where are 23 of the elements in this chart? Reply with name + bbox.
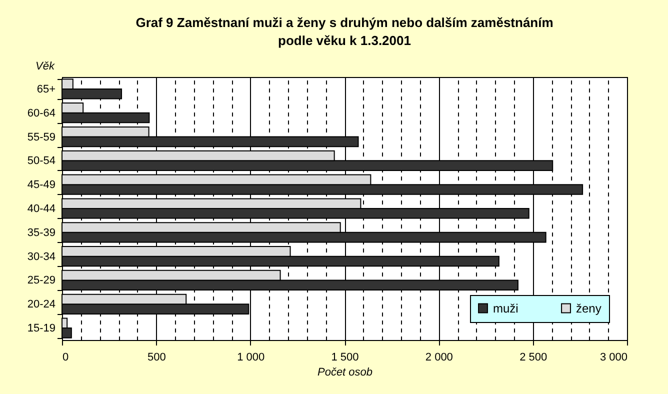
- y-tick-label: 15-19: [27, 322, 56, 335]
- chart-title: Graf 9 Zaměstnaní muži a ženy s druhým nebo dalším zaměstnáním podle věku k 1.3.2001: [136, 15, 554, 48]
- x-tick-label: 3 000: [600, 352, 628, 364]
- y-tick-label: 40-44: [27, 203, 56, 215]
- y-tick-label: 55-59: [27, 131, 56, 144]
- legend-label: muži: [493, 301, 518, 316]
- y-axis-title: Věk: [36, 60, 55, 72]
- x-axis-title: Počet osob: [317, 366, 373, 378]
- y-tick-label: 30-34: [27, 250, 56, 263]
- x-tick-label: 2 000: [425, 352, 453, 364]
- x-tick-label: 1 500: [331, 352, 359, 364]
- y-tick-label: 50-54: [27, 155, 56, 168]
- y-tick-label: 65+: [36, 83, 56, 96]
- x-tick-label: 500: [147, 352, 166, 364]
- y-tick-label: 25-29: [27, 274, 56, 287]
- x-tick-label: 0: [62, 352, 69, 364]
- y-tick-label: 20-24: [27, 298, 56, 311]
- y-tick-label: 35-39: [27, 226, 56, 239]
- x-tick-label: 1 000: [237, 352, 265, 364]
- y-tick-label: 45-49: [27, 179, 56, 192]
- x-tick-label: 2 500: [520, 352, 548, 364]
- y-tick-label: 60-64: [27, 107, 56, 120]
- legend-label: ženy: [576, 301, 602, 316]
